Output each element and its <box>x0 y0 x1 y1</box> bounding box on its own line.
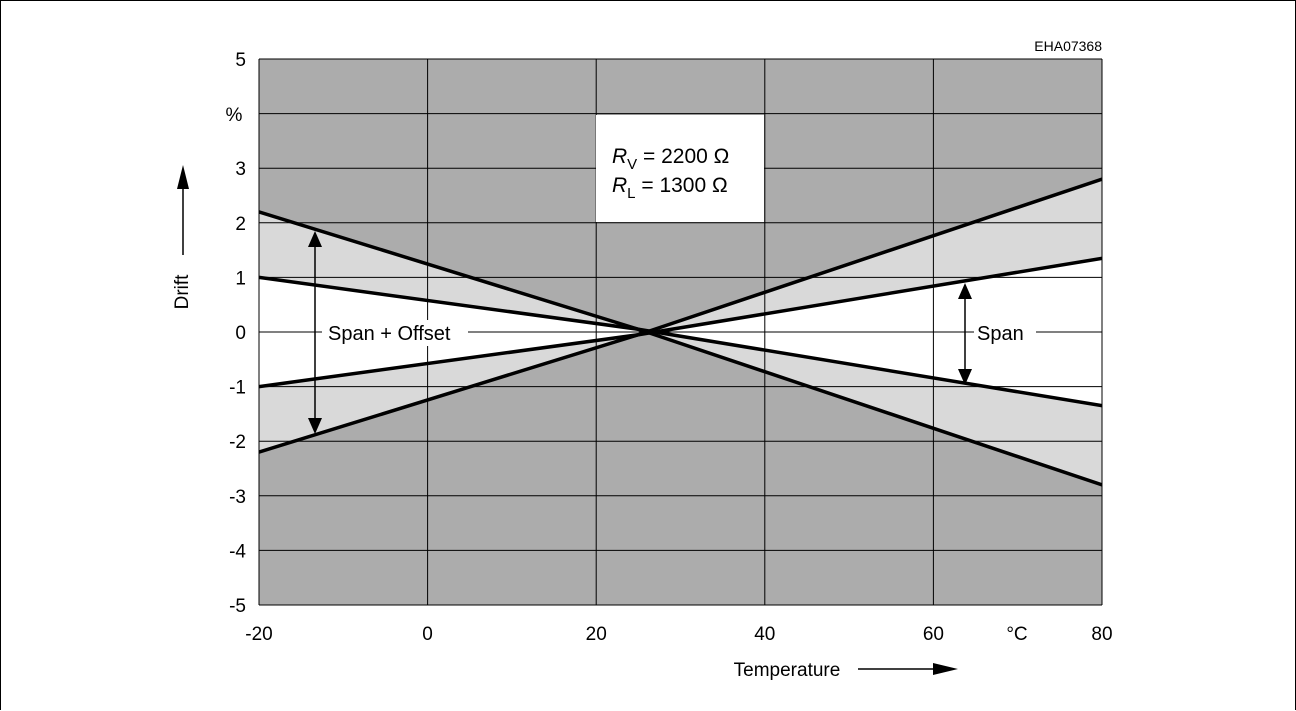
y-unit: % <box>226 105 243 126</box>
x-tick-label: -20 <box>245 624 272 645</box>
x-tick-label: 40 <box>754 624 775 645</box>
x-axis-title: Temperature <box>734 660 958 681</box>
y-tick-label: 0 <box>235 323 246 344</box>
y-tick-label: 3 <box>235 159 246 180</box>
span-label: Span <box>977 323 1024 345</box>
x-tick-label: 80 <box>1091 624 1112 645</box>
y-tick-label: -4 <box>229 541 246 562</box>
x-tick-label: 20 <box>586 624 607 645</box>
y-tick-label: -2 <box>229 432 246 453</box>
y-axis-title: Drift <box>172 165 193 309</box>
x-axis-arrow-head <box>933 663 958 675</box>
y-tick-label: 1 <box>235 268 246 289</box>
x-tick-label: 60 <box>923 624 944 645</box>
y-tick-label: 2 <box>235 214 246 235</box>
y-axis-label: Drift <box>172 274 193 310</box>
y-axis-arrow-head <box>177 165 189 189</box>
y-tick-label: -3 <box>229 487 246 508</box>
y-tick-label: 5 <box>235 50 246 71</box>
annotation-box <box>596 115 764 222</box>
x-axis-label: Temperature <box>734 660 841 681</box>
y-tick-label: -1 <box>229 378 246 399</box>
y-tick-label: -5 <box>229 596 246 617</box>
figure-code: EHA07368 <box>1034 38 1102 54</box>
x-unit: °C <box>1006 624 1027 645</box>
x-tick-label: 0 <box>422 624 433 645</box>
span-offset-label: Span + Offset <box>328 323 451 345</box>
